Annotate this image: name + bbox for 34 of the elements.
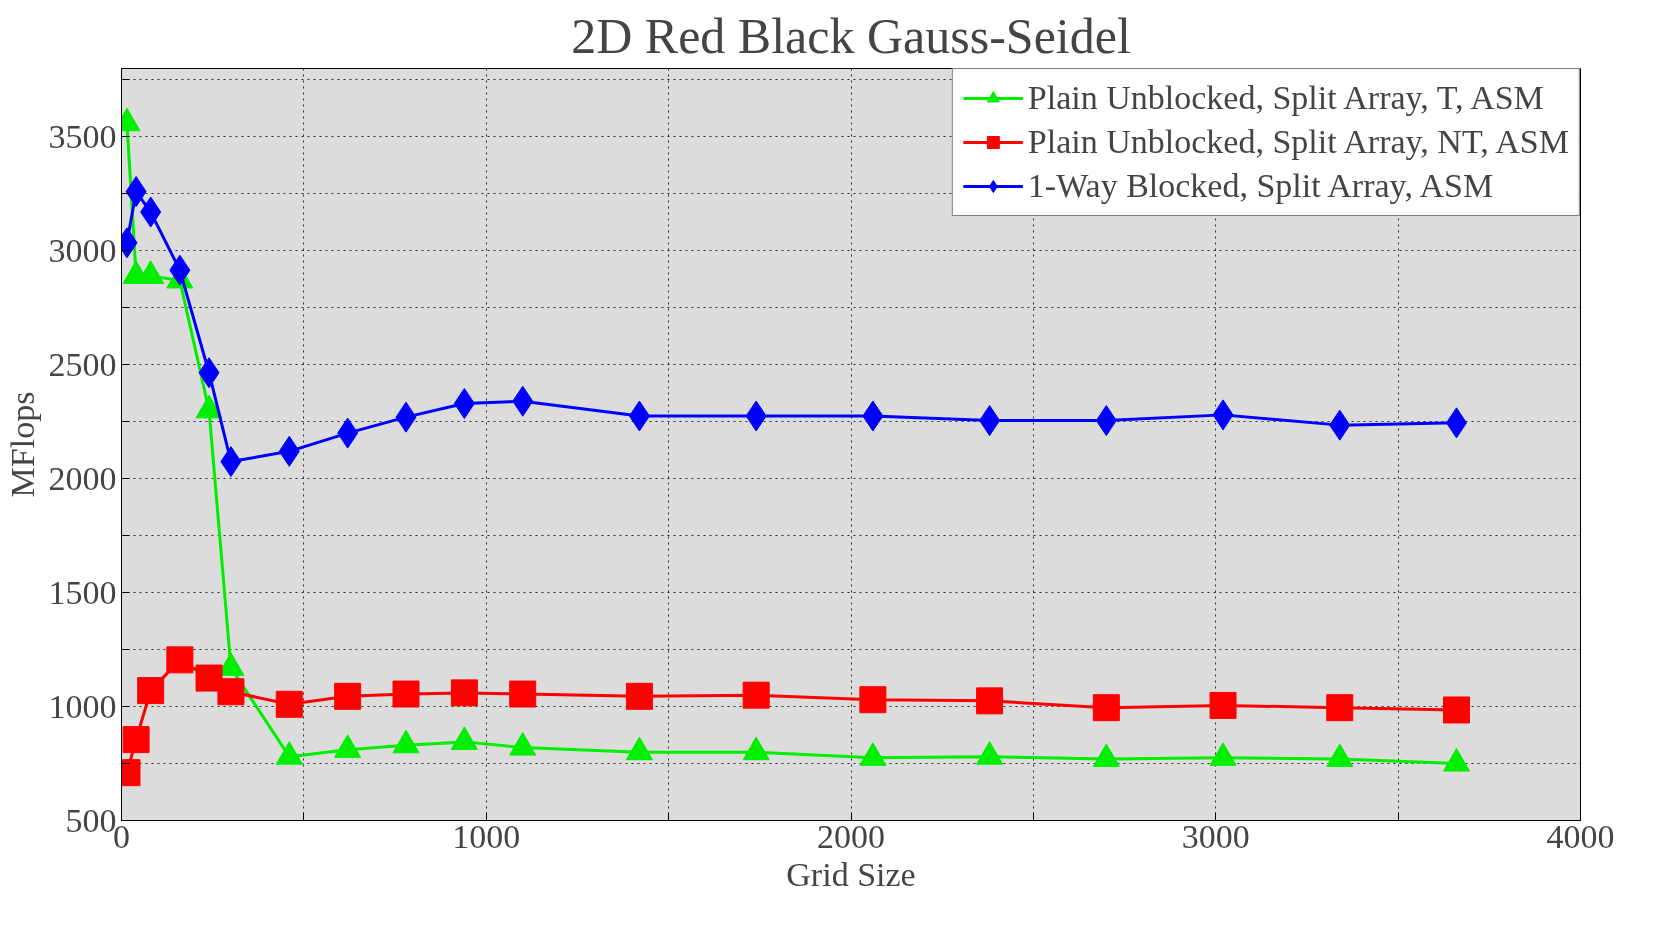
point (1092, 694, 1120, 722)
point (1442, 696, 1470, 724)
point (195, 664, 223, 692)
point (976, 687, 1004, 715)
y-tick-label: 2500 (48, 345, 117, 383)
point (392, 680, 420, 708)
x-axis-title: Grid Size (786, 855, 916, 893)
y-tick-label: 3500 (48, 117, 117, 155)
point (450, 679, 478, 707)
legend-label: Plain Unblocked, Split Array, T, ASM (1027, 79, 1544, 117)
y-tick-label: 2000 (48, 459, 117, 497)
point (166, 646, 194, 674)
y-tick-label: 1000 (48, 687, 117, 725)
x-tick-label: 4000 (1546, 817, 1615, 855)
legend-label: 1-Way Blocked, Split Array, ASM (1027, 167, 1494, 205)
point (275, 690, 303, 718)
point (217, 678, 245, 706)
point (859, 686, 887, 714)
x-tick-label: 2000 (817, 817, 885, 855)
point (742, 681, 770, 709)
point (122, 726, 150, 754)
chart-title: 2D Red Black Gauss-Seidel (571, 7, 1131, 64)
legend-label: Plain Unblocked, Split Array, NT, ASM (1027, 123, 1569, 161)
point (625, 682, 653, 710)
point (1326, 694, 1354, 722)
x-tick-label: 1000 (452, 817, 521, 855)
x-tick-label: 3000 (1181, 817, 1250, 855)
point (137, 677, 165, 705)
point (334, 682, 362, 710)
y-tick-label: 1500 (48, 573, 117, 611)
y-axis-title: MFlops (3, 391, 41, 498)
y-tick-label: 3000 (48, 231, 117, 269)
point (1209, 691, 1237, 719)
point (509, 680, 537, 708)
